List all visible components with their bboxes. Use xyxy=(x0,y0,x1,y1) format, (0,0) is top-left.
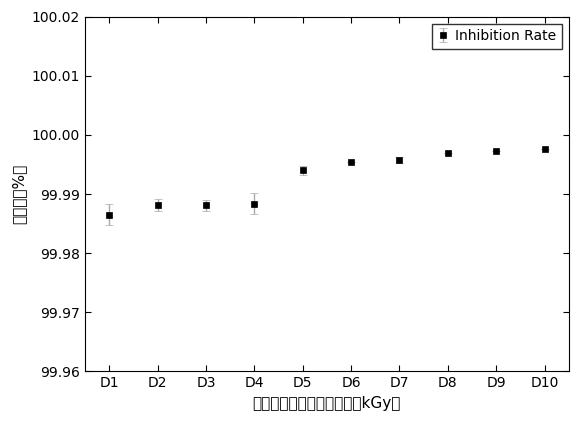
Legend: Inhibition Rate: Inhibition Rate xyxy=(432,24,562,49)
X-axis label: 电子束辐照消毒吸收剂量（kGy）: 电子束辐照消毒吸收剂量（kGy） xyxy=(253,396,401,411)
Y-axis label: 抑制率（%）: 抑制率（%） xyxy=(11,164,26,224)
